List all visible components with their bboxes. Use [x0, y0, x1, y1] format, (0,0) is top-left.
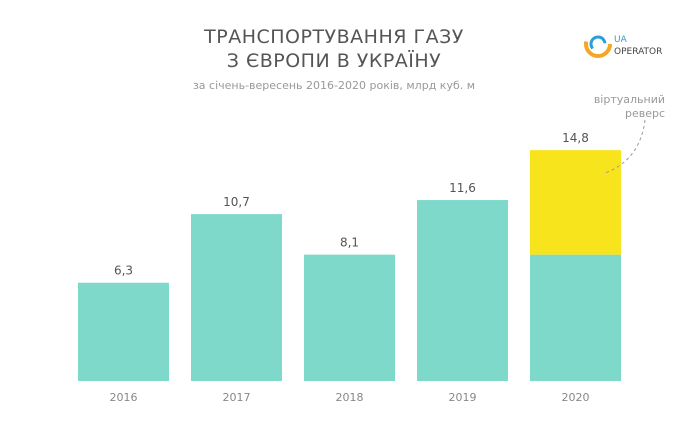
bar-2020-virtual-reverse [530, 150, 621, 255]
data-label-2020: 14,8 [562, 131, 589, 145]
data-label-2018: 8,1 [340, 236, 359, 250]
data-label-2016: 6,3 [114, 264, 133, 278]
data-label-2019: 11,6 [449, 181, 476, 195]
bar-2018 [304, 254, 395, 381]
logo-ua: UA [614, 35, 628, 45]
annotation-arrow [604, 119, 646, 174]
x-tick-label-2019: 2019 [449, 391, 477, 404]
annotation-line-2: реверс [625, 107, 665, 120]
chart-subtitle: за січень-вересень 2016-2020 років, млрд… [193, 79, 475, 92]
bar-2019 [417, 200, 508, 381]
logo-ring-orange [584, 30, 612, 58]
logo-ring-blue [589, 35, 607, 53]
bar-2017 [191, 214, 282, 381]
bar-2016 [78, 282, 169, 381]
logo: UA OPERATOR [584, 30, 662, 58]
x-tick-label-2017: 2017 [223, 391, 251, 404]
bars: 6,3 2016 10,7 2017 8,1 2018 11,6 2019 14,8 2020 [78, 131, 621, 404]
logo-operator: OPERATOR [614, 47, 662, 57]
x-tick-label-2016: 2016 [110, 391, 138, 404]
annotation-line-1: віртуальний [594, 93, 665, 106]
x-tick-label-2018: 2018 [336, 391, 364, 404]
data-label-2017: 10,7 [223, 195, 250, 209]
chart-title-line-1: ТРАНСПОРТУВАННЯ ГАЗУ [203, 26, 464, 48]
chart-title-line-2: З ЄВРОПИ В УКРАЇНУ [227, 49, 442, 72]
x-tick-label-2020: 2020 [562, 391, 590, 404]
bar-2020-base [530, 254, 621, 381]
